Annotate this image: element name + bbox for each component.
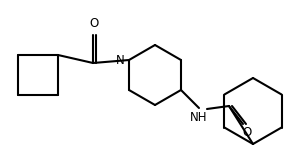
Text: O: O [242,126,251,139]
Text: N: N [116,53,125,67]
Text: O: O [89,17,98,30]
Text: NH: NH [190,111,208,124]
